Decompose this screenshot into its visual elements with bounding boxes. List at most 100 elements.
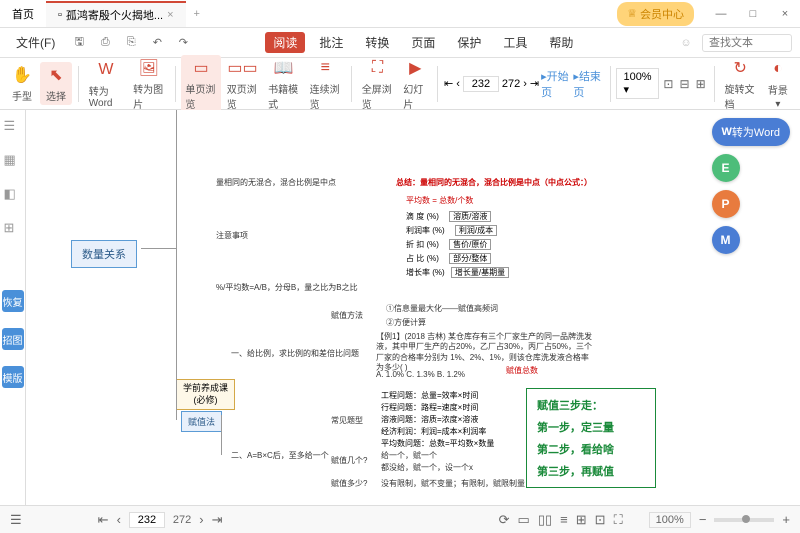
- lt-template[interactable]: 模版: [2, 366, 24, 388]
- lt-outline-icon[interactable]: ☰: [4, 118, 22, 136]
- fit3-icon[interactable]: ⊞: [694, 75, 708, 93]
- tool-rotate[interactable]: ↻旋转文档: [721, 55, 760, 113]
- menu-page[interactable]: 页面: [403, 31, 443, 54]
- mm-b2: 注意事项: [216, 230, 248, 241]
- minimize-button[interactable]: —: [706, 2, 736, 26]
- sb-zoom: 100%: [649, 512, 691, 528]
- maximize-button[interactable]: □: [738, 2, 768, 26]
- sb-prev-icon[interactable]: ‹: [117, 512, 121, 527]
- main-area: ☰ ▦ ◧ ⊞ 恢复 招图 模版 W 转为Word E P M 数量关系 学前养…: [0, 110, 800, 505]
- tool-cont[interactable]: ≡连续浏览: [306, 55, 345, 113]
- tool-single[interactable]: ▭单页浏览: [181, 55, 220, 113]
- sb-v2-icon[interactable]: ▯▯: [538, 512, 552, 528]
- tool-bg[interactable]: ◐背景▾: [762, 56, 794, 112]
- tool-book[interactable]: 📖书籍模式: [264, 55, 303, 113]
- mm-n2: 学前养成课(必修): [176, 379, 235, 410]
- tool-slide[interactable]: ▶幻灯片: [399, 55, 431, 113]
- float-excel[interactable]: E: [712, 154, 740, 182]
- toolbar: ✋手型 ⬉选择 W转为Word 🖼转为图片 ▭单页浏览 ▭▭双页浏览 📖书籍模式…: [0, 58, 800, 110]
- menubar: 文件(F) 🖫 ⎙ ⎘ ↶ ↷ 阅读 批注 转换 页面 保护 工具 帮助 ☺: [0, 28, 800, 58]
- page-total: 272: [502, 78, 520, 90]
- mm-sub4: 赋值多少?: [331, 478, 367, 489]
- sb-v6-icon[interactable]: ⛶: [614, 512, 623, 528]
- float-ppt[interactable]: P: [712, 190, 740, 218]
- menu-protect[interactable]: 保护: [449, 31, 489, 54]
- sb-next-icon[interactable]: ›: [199, 512, 203, 527]
- lt-thumb-icon[interactable]: ▦: [4, 152, 22, 170]
- tab-home[interactable]: 首页: [0, 2, 46, 26]
- zoom-select[interactable]: 100% ▾: [616, 68, 659, 99]
- copy-icon[interactable]: ⎘: [121, 33, 141, 53]
- fit2-icon[interactable]: ⊟: [677, 75, 691, 93]
- document-content: W 转为Word E P M 数量关系 学前养成课(必修) 赋值法 量相同的无混…: [26, 110, 800, 505]
- close-button[interactable]: ×: [770, 2, 800, 26]
- left-toolbar: ☰ ▦ ◧ ⊞ 恢复 招图 模版: [0, 110, 26, 505]
- mm-g2: 都没给，赋一个，设一个x: [381, 462, 473, 473]
- search-input[interactable]: [702, 34, 792, 52]
- save-icon[interactable]: 🖫: [69, 33, 89, 53]
- mm-greenbox: 赋值三步走： 第一步，定三量 第二步，看给啥 第三步，再赋值: [526, 388, 656, 488]
- menu-note[interactable]: 批注: [311, 31, 351, 54]
- sb-first-icon[interactable]: ⇤: [98, 512, 109, 528]
- menu-read[interactable]: 阅读: [265, 32, 305, 53]
- menu-help[interactable]: 帮助: [541, 31, 581, 54]
- sb-page-input[interactable]: [129, 512, 165, 528]
- zoom-slider[interactable]: [714, 518, 774, 522]
- lt-recover[interactable]: 恢复: [2, 290, 24, 312]
- menu-convert[interactable]: 转换: [357, 31, 397, 54]
- tool-select[interactable]: ⬉选择: [40, 62, 72, 105]
- doc-icon: ▫: [58, 9, 62, 21]
- prev-page-icon[interactable]: ‹: [456, 78, 460, 90]
- tool-hand[interactable]: ✋手型: [6, 62, 38, 105]
- tab-title: 孤鸿寄殷个火揭地...: [66, 7, 163, 23]
- mm-ex: 【例1】(2018 吉林) 某仓库存有三个厂家生产的同一品牌洗发液，其中甲厂生产…: [376, 332, 596, 374]
- page-input[interactable]: [463, 76, 499, 92]
- mm-sub3: 赋值几个?: [331, 455, 367, 466]
- tab-document[interactable]: ▫ 孤鸿寄殷个火揭地... ×: [46, 1, 186, 27]
- undo-icon[interactable]: ↶: [147, 33, 167, 53]
- member-center-button[interactable]: ♕会员中心: [617, 2, 694, 26]
- sb-zoomin-icon[interactable]: +: [782, 512, 790, 527]
- sb-last-icon[interactable]: ⇥: [212, 512, 223, 528]
- sb-v1-icon[interactable]: ▭: [518, 512, 530, 528]
- float-buttons: W 转为Word E P M: [712, 118, 790, 254]
- first-page-icon[interactable]: ⇤: [444, 77, 453, 90]
- next-page-icon[interactable]: ›: [523, 78, 527, 90]
- print-icon[interactable]: ⎙: [95, 33, 115, 53]
- sb-menu-icon[interactable]: ☰: [10, 512, 22, 528]
- lt-attach-icon[interactable]: ⊞: [4, 220, 22, 238]
- menu-file[interactable]: 文件(F): [8, 31, 63, 54]
- tool-topic[interactable]: 🖼转为图片: [129, 55, 168, 113]
- mm-n1: 赋值法: [181, 411, 222, 432]
- float-toword[interactable]: W 转为Word: [712, 118, 790, 146]
- lt-bookmark-icon[interactable]: ◧: [4, 186, 22, 204]
- fit-icon[interactable]: ⊡: [661, 75, 675, 93]
- nav-first[interactable]: ▸开始页: [541, 68, 571, 100]
- menu-tools[interactable]: 工具: [495, 31, 535, 54]
- mm-g1: 给一个，赋一个: [381, 450, 437, 461]
- sb-v4-icon[interactable]: ⊞: [576, 512, 587, 528]
- nav-end[interactable]: ▸结束页: [573, 68, 603, 100]
- sb-v3-icon[interactable]: ≡: [560, 512, 568, 527]
- mm-b5: 二、A=B×C后，至多给一个: [231, 450, 329, 461]
- mm-opts: A. 1.0% C. 1.3% B. 1.2%: [376, 370, 465, 379]
- user-icon[interactable]: ☺: [676, 33, 696, 53]
- mm-b1: 量相同的无混合，混合比例是中点: [216, 177, 336, 188]
- last-page-icon[interactable]: ⇥: [530, 77, 539, 90]
- lt-screenshot[interactable]: 招图: [2, 328, 24, 350]
- sb-v0-icon[interactable]: ⟳: [499, 512, 510, 528]
- mindmap: 数量关系 学前养成课(必修) 赋值法 量相同的无混合，混合比例是中点 注意事项 …: [26, 110, 800, 505]
- redo-icon[interactable]: ↷: [173, 33, 193, 53]
- mm-m1: ①信息量最大化——赋值高频词: [386, 303, 498, 314]
- sb-zoomout-icon[interactable]: −: [699, 512, 707, 527]
- close-icon[interactable]: ×: [167, 9, 173, 21]
- tool-double[interactable]: ▭▭双页浏览: [223, 55, 262, 113]
- mm-table: 滴 度 (%) 溶质/溶液 利润率 (%) 利润/成本 折 扣 (%) 售价/原…: [406, 210, 509, 280]
- tool-toword[interactable]: W转为Word: [85, 57, 127, 111]
- add-tab-button[interactable]: +: [186, 4, 208, 24]
- statusbar: ☰ ⇤ ‹ 272 › ⇥ ⟳ ▭ ▯▯ ≡ ⊞ ⊡ ⛶ 100% − +: [0, 505, 800, 533]
- float-more[interactable]: M: [712, 226, 740, 254]
- tool-full[interactable]: ⛶全屏浏览: [358, 55, 397, 113]
- sb-v5-icon[interactable]: ⊡: [595, 512, 606, 528]
- mm-avg: 平均数 = 总数/个数: [406, 195, 473, 206]
